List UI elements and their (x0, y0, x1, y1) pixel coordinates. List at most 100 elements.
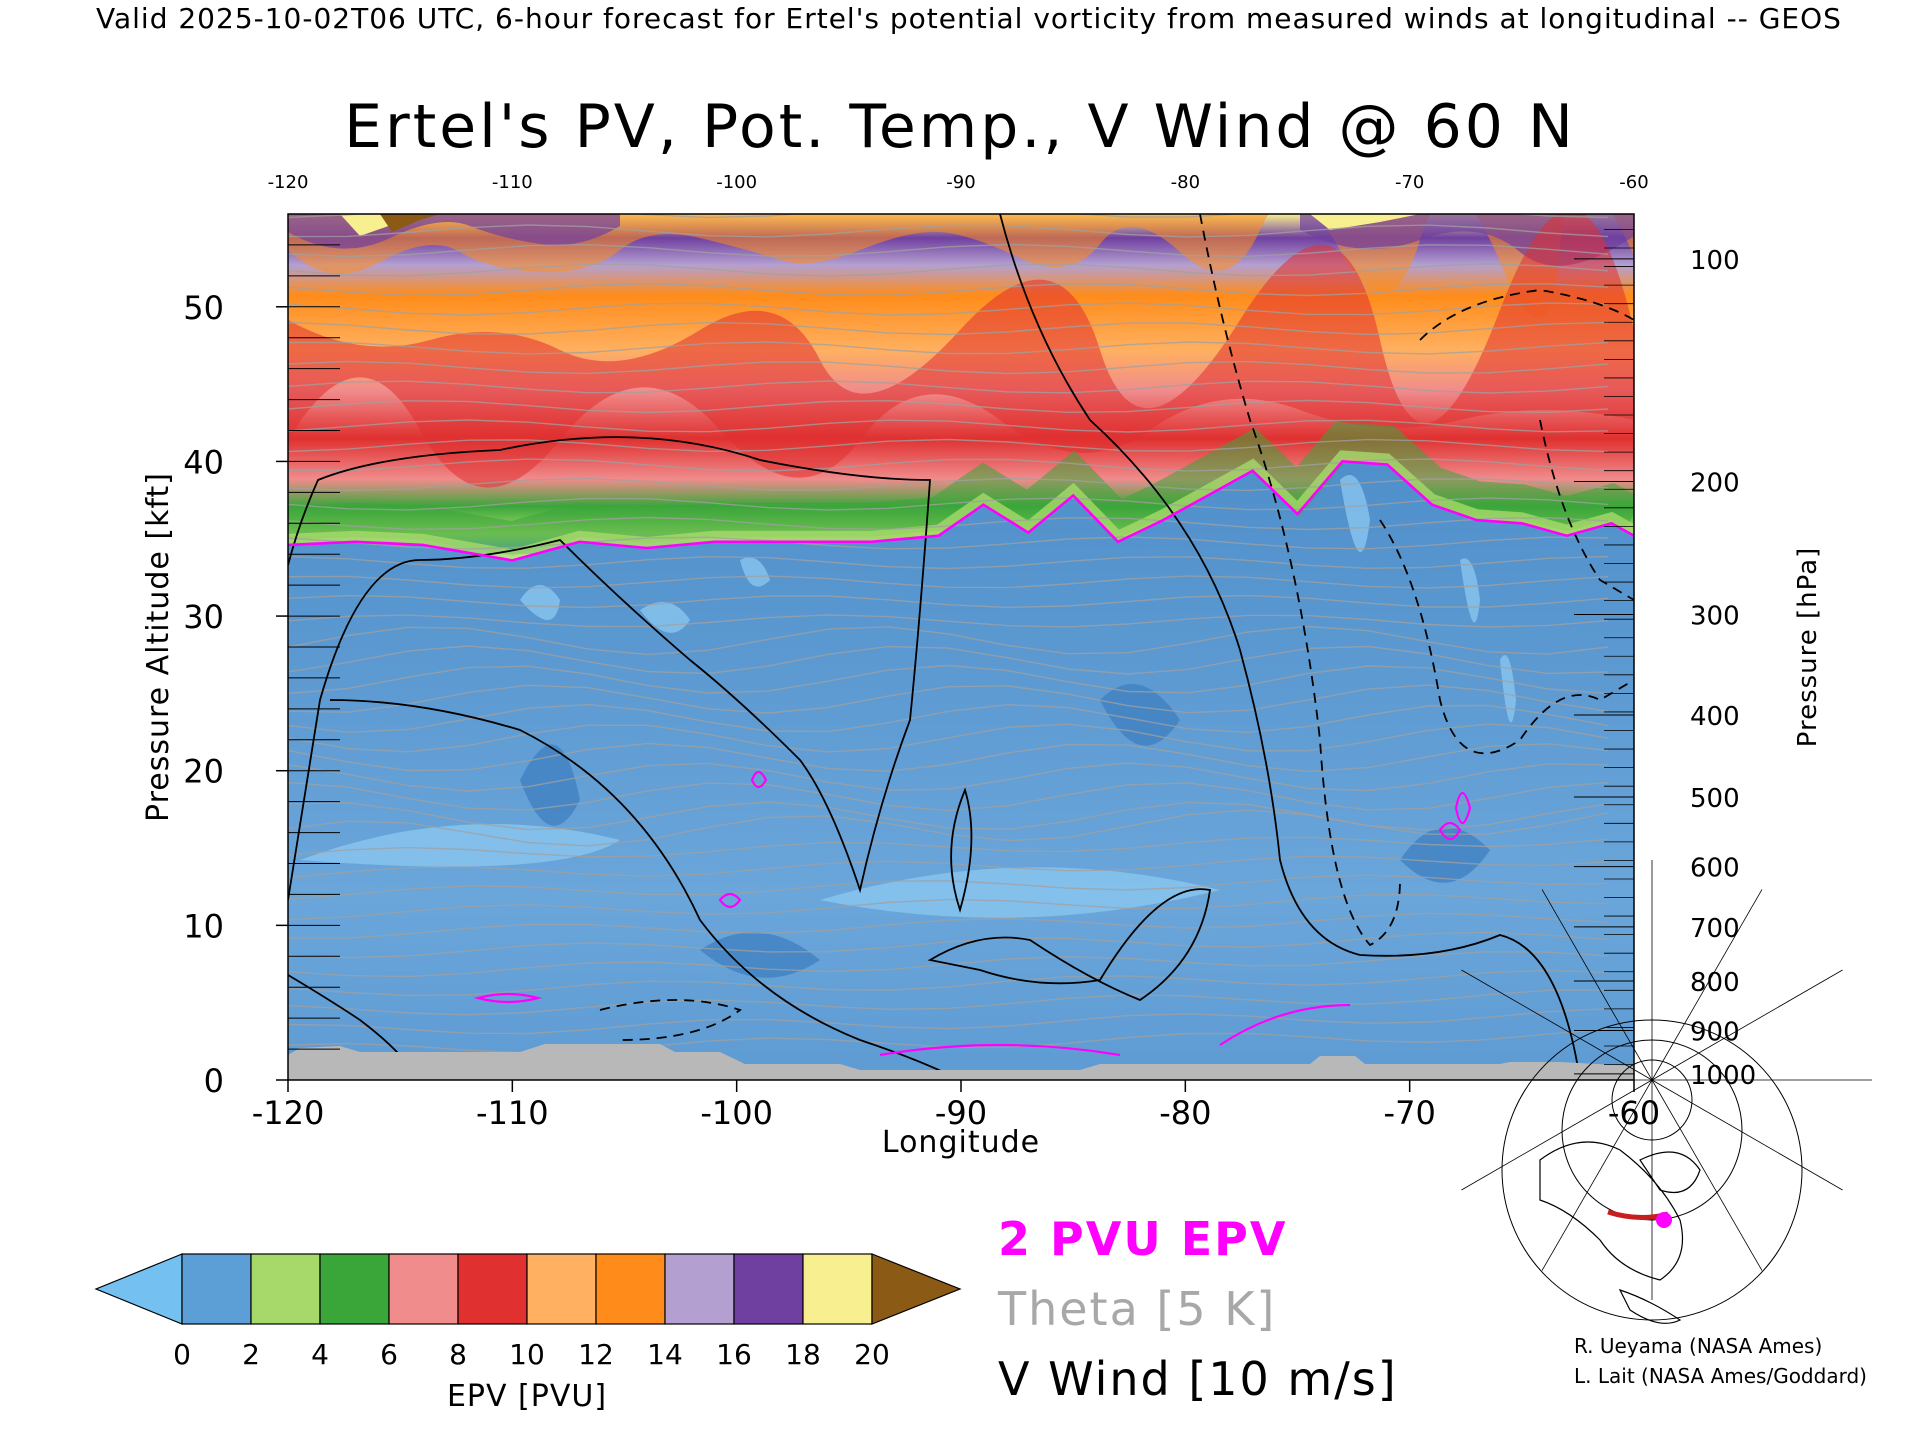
colorbar-segment-7 (664, 1253, 735, 1325)
theta-contour-41 (288, 243, 1609, 258)
colorbar-high-arrow (871, 1253, 962, 1325)
legend-wind-label: V Wind [10 m/s] (998, 1352, 1398, 1406)
theta-contour-9 (288, 855, 1609, 879)
theta-contour-13 (288, 781, 1609, 812)
theta-contour-1 (288, 1008, 1609, 1035)
theta-contour-5 (288, 931, 1609, 959)
wind-contour-4 (927, 888, 1212, 1002)
theta-contour-35 (288, 360, 1609, 375)
pressure-tick-label: 100 (1690, 246, 1740, 276)
theta-contour-17 (288, 703, 1609, 734)
top-tick-label: -100 (716, 172, 757, 193)
theta-contour-36 (288, 341, 1609, 355)
theta-contour-0 (288, 1028, 1609, 1054)
top-tick-label: -90 (946, 172, 975, 193)
wind-contour-9 (1539, 419, 1634, 601)
top-tick-label: -120 (268, 172, 309, 193)
y-tick-label: 20 (183, 753, 224, 791)
header-caption: Valid 2025-10-02T06 UTC, 6-hour forecast… (96, 2, 1842, 35)
theta-contour-25 (288, 555, 1609, 570)
y-axis-label: Pressure Altitude [kft] (141, 472, 176, 822)
theta-contour-34 (288, 380, 1609, 394)
theta-contour-26 (288, 536, 1609, 550)
pressure-tick-label: 700 (1690, 914, 1740, 944)
colorbar-tick-label: 12 (578, 1338, 614, 1371)
pvu-loop-3 (1219, 1003, 1351, 1046)
theta-contour-7 (288, 893, 1609, 921)
colorbar-segment-1 (250, 1253, 321, 1325)
colorbar-tick-label: 8 (449, 1338, 467, 1371)
colorbar-segment-9 (802, 1253, 873, 1325)
pv-patch-6 (300, 824, 620, 867)
theta-contour-2 (288, 989, 1609, 1016)
wind-contour-3 (329, 699, 961, 1080)
pvu-loop-2 (879, 1043, 1121, 1057)
colorbar-tick-label: 20 (854, 1338, 890, 1371)
pvu-loop-6 (1454, 791, 1472, 825)
theta-contour-19 (288, 664, 1609, 695)
pv-patch-0 (520, 585, 560, 620)
pvu-loop-5 (750, 770, 768, 789)
theta-contour-39 (288, 282, 1609, 297)
theta-contour-30 (288, 458, 1609, 472)
y-tick-label: 50 (183, 289, 224, 327)
colorbar-segment-4 (457, 1253, 528, 1325)
theta-contour-18 (288, 684, 1609, 714)
theta-contour-12 (288, 801, 1609, 831)
theta-contour-16 (288, 723, 1609, 753)
pressure-tick-label: 600 (1690, 854, 1740, 884)
theta-contour-33 (288, 399, 1609, 414)
colorbar-tick-label: 2 (242, 1338, 260, 1371)
theta-contour-20 (288, 645, 1609, 675)
colorbar-segment-8 (733, 1253, 804, 1325)
map-meridian (1541, 1079, 1653, 1271)
x-tick-label: -110 (476, 1094, 549, 1132)
wind-contour-5 (950, 787, 973, 914)
theta-contour-32 (288, 419, 1609, 433)
surface-topography (288, 1044, 1634, 1080)
pressure-tick-label: 1000 (1690, 1061, 1756, 1091)
colorbar-segment-2 (319, 1253, 390, 1325)
pvu-loop-0 (718, 892, 742, 909)
x-axis-label: Longitude (882, 1125, 1040, 1160)
colorbar-segment-5 (526, 1253, 597, 1325)
theta-contour-37 (288, 321, 1609, 336)
top-tick-label: -110 (492, 172, 533, 193)
pv-patch-7 (820, 867, 1220, 918)
map-meridian (1461, 969, 1653, 1081)
colorbar-tick-label: 18 (785, 1338, 821, 1371)
theta-contour-14 (288, 762, 1609, 792)
colorbar-tick-label: 6 (380, 1338, 398, 1371)
y-tick-label: 30 (183, 598, 224, 636)
colorbar-label: EPV [PVU] (447, 1379, 607, 1414)
legend-pv-label: 2 PVU EPV (998, 1212, 1288, 1266)
red-band (288, 214, 1634, 488)
wind-contour-6 (1199, 214, 1401, 947)
theta-contour-28 (288, 497, 1609, 511)
chart-title: Ertel's PV, Pot. Temp., V Wind @ 60 N (344, 92, 1576, 162)
map-meridian (1651, 969, 1843, 1081)
legend-theta-label: Theta [5 K] (998, 1282, 1277, 1336)
x-tick-label: -80 (1159, 1094, 1211, 1132)
pressure-tick-label: 200 (1690, 469, 1740, 499)
colorbar-segment-6 (595, 1253, 666, 1325)
x-tick-label: -90 (935, 1094, 987, 1132)
green-band (288, 421, 1634, 556)
colorbar-tick-label: 0 (173, 1338, 191, 1371)
brown-band (380, 214, 440, 232)
colorbar-segment-0 (181, 1253, 252, 1325)
wind-contour-10 (599, 999, 742, 1041)
x-tick-label: -120 (252, 1094, 325, 1132)
theta-contour-8 (288, 874, 1609, 901)
theta-contour-42 (288, 224, 1609, 238)
wind-contour-0 (999, 214, 1581, 1080)
wind-contour-1 (288, 436, 931, 901)
orange-band (288, 214, 1634, 319)
x-tick-label: -70 (1384, 1094, 1436, 1132)
theta-contour-27 (288, 516, 1609, 531)
pressure-tick-label: 500 (1690, 784, 1740, 814)
map-meridian (1541, 889, 1653, 1081)
tropopause-2pvu-line (288, 460, 1634, 562)
map-meridian (1461, 1079, 1653, 1191)
